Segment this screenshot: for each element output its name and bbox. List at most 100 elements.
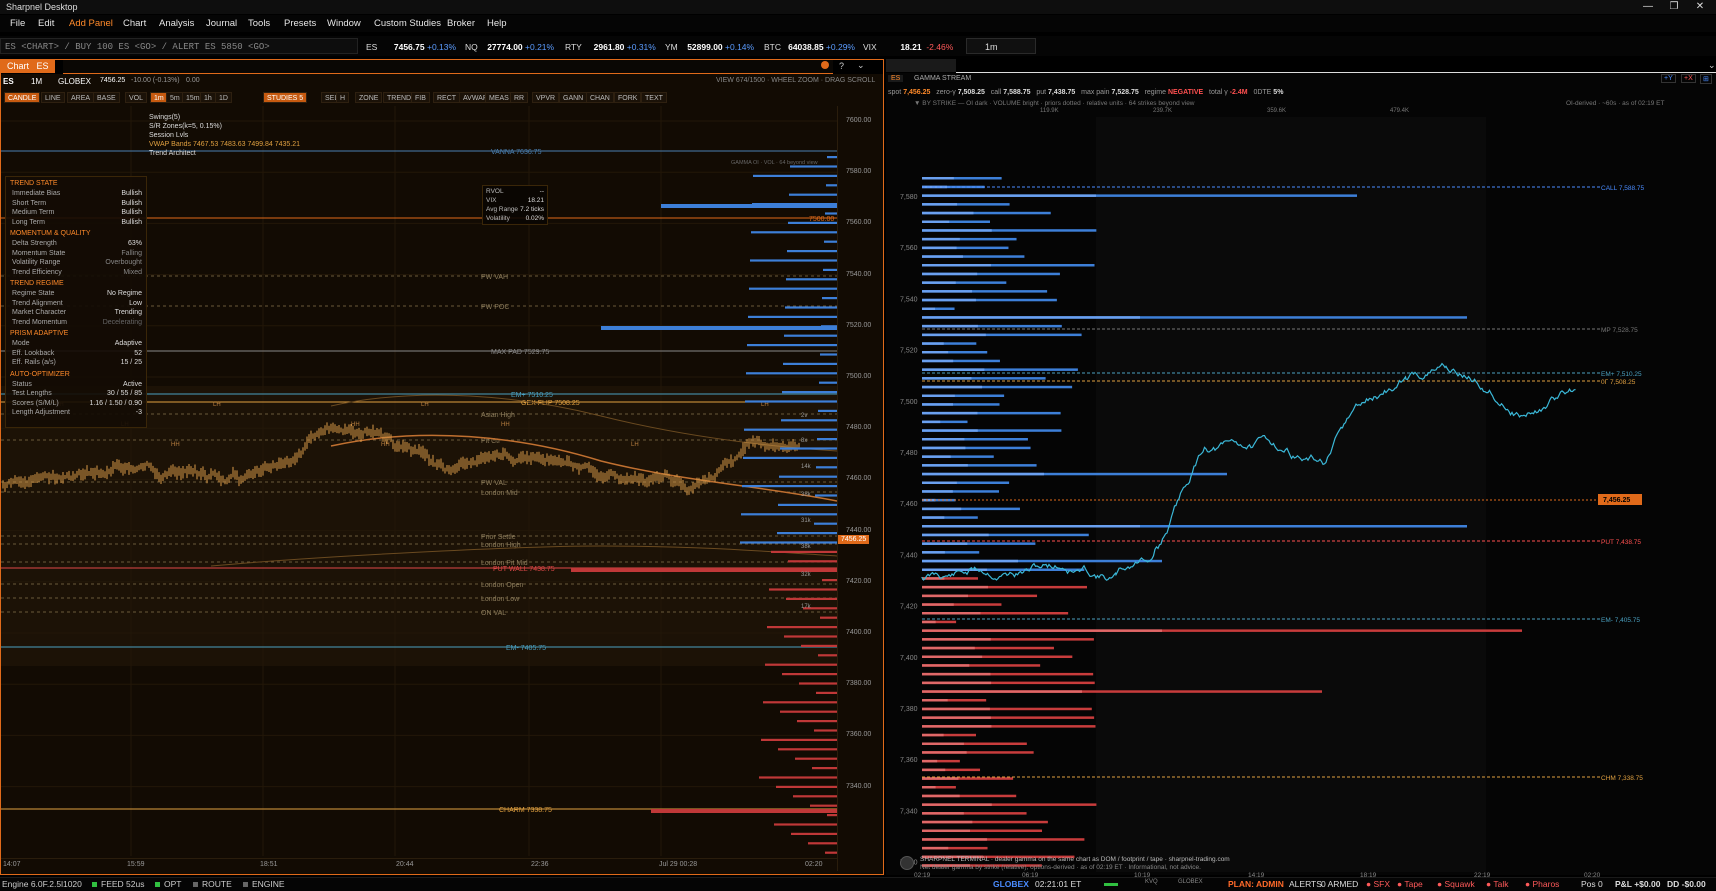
ticker-es[interactable]: ES 7456.75 +0.13%: [366, 42, 457, 52]
menu-window[interactable]: Window: [327, 18, 361, 29]
ticker-rty[interactable]: RTY 2961.80 +0.31%: [565, 42, 656, 52]
chart-x-axis: 14:07 15:59 18:51 20:44 22:36 Jul 29 00:28 02:…: [1, 858, 837, 871]
legend-trend-architect[interactable]: Trend Architect: [149, 150, 196, 157]
tool-chan[interactable]: CHAN: [586, 92, 614, 103]
gamma-profile-bar: [784, 635, 837, 638]
opt-status[interactable]: OPT: [155, 879, 181, 889]
legend-swings[interactable]: Swings(5): [149, 114, 181, 121]
chart-interval[interactable]: 1M: [31, 77, 43, 86]
menu-custom-studies[interactable]: Custom Studies: [374, 18, 442, 29]
gamma-profile-bar: [763, 701, 837, 704]
chart-symbol[interactable]: ES: [3, 77, 14, 86]
menu-analysis[interactable]: Analysis: [159, 18, 195, 29]
gamma-profile-bar: [765, 663, 837, 666]
ticker-vix[interactable]: VIX 18.21 -2.46%: [863, 42, 954, 52]
menu-journal[interactable]: Journal: [206, 18, 238, 29]
gamma-profile-bar: [819, 381, 837, 384]
tool-base[interactable]: BASE: [93, 92, 120, 103]
alerts-label[interactable]: ALERTS: [1289, 879, 1322, 889]
ticker-nq[interactable]: NQ 27774.00 +0.21%: [465, 42, 555, 52]
pharos-toggle[interactable]: ● Pharos: [1525, 879, 1560, 889]
gamma-profile-bar: [810, 804, 837, 807]
feed-status[interactable]: FEED 52us: [92, 879, 144, 889]
tool-line[interactable]: LINE: [41, 92, 65, 103]
ind-key: Short Term: [12, 199, 47, 207]
strike-bar-volume: [922, 768, 946, 772]
tool-vol[interactable]: VOL: [125, 92, 148, 103]
maximize-button[interactable]: ❐: [1669, 1, 1679, 12]
tool-fork[interactable]: FORK: [614, 92, 642, 103]
squawk-toggle[interactable]: ● Squawk: [1437, 879, 1475, 889]
strike-bar-volume: [922, 481, 957, 484]
tab-chart[interactable]: Chart ES: [1, 60, 55, 73]
ind-value: Mixed: [123, 268, 142, 276]
tool-candle[interactable]: CANDLE: [4, 92, 41, 103]
tool-rr[interactable]: RR: [510, 92, 529, 103]
gamma-profile-bar: [816, 466, 837, 469]
tool-meas[interactable]: MEAS: [485, 92, 513, 103]
gamma-symbol[interactable]: ES: [888, 75, 904, 82]
chart-panel: Chart ES ? ⌄ ES 1M GLOBEX 7456.25 -10.00…: [0, 59, 884, 875]
tool-rect[interactable]: RECT: [433, 92, 461, 103]
add-x-button[interactable]: +X: [1681, 74, 1696, 83]
engine-status[interactable]: ENGINE: [243, 879, 285, 889]
gamma-scale-label: 119.9K: [1040, 108, 1059, 114]
layout-icon[interactable]: ⊞: [1700, 74, 1712, 84]
route-status[interactable]: ROUTE: [193, 879, 232, 889]
ind-section-title: AUTO-OPTIMIZER: [10, 370, 70, 378]
menu-tools[interactable]: Tools: [248, 18, 271, 29]
gamma-level-label: CHM 7,338.75: [1601, 775, 1643, 782]
timeframe-input[interactable]: 1m: [966, 38, 1036, 54]
ticker-ym[interactable]: YM 52899.00 +0.14%: [665, 42, 755, 52]
tool-fib[interactable]: FIB: [411, 92, 430, 103]
price-chart[interactable]: VANNA 7636.75 7500.00 PW VAH PW POC MAX PAD …: [1, 106, 837, 856]
menu-file[interactable]: File: [10, 18, 26, 29]
menu-presets[interactable]: Presets: [284, 18, 317, 29]
y-tick-label: 7520.00: [846, 321, 872, 329]
tool-zone[interactable]: ZONE: [355, 92, 383, 103]
tool-text[interactable]: TEXT: [641, 92, 667, 103]
x-tick-label: 15:59: [127, 861, 145, 868]
panel-menu-icon[interactable]: ⌄: [1708, 60, 1716, 70]
legend-vwap-bands[interactable]: VWAP Bands 7467.53 7483.63 7499.84 7435.…: [149, 141, 301, 148]
gamma-profile-bar: [747, 344, 837, 347]
tool-gann[interactable]: GANN: [559, 92, 588, 103]
sfx-toggle[interactable]: ● SFX: [1366, 879, 1391, 889]
level-label: 7500.00: [809, 216, 834, 223]
command-input[interactable]: ES <CHART> / BUY 100 ES <GO> / ALERT ES …: [0, 38, 358, 54]
gamma-chart[interactable]: 7,580 7,560 7,540 7,520 7,500 7,480 7,460 7,440…: [886, 117, 1716, 872]
strike-bar-volume: [922, 664, 970, 667]
gamma-level-label: EM+ 7,510.25: [1601, 371, 1642, 378]
level-label: London Low: [481, 596, 520, 603]
gamma-profile-bar: [788, 221, 837, 224]
menu-edit[interactable]: Edit: [38, 18, 55, 29]
talk-toggle[interactable]: ● Talk: [1486, 879, 1509, 889]
minimize-button[interactable]: —: [1643, 1, 1653, 12]
tool-studies-5[interactable]: STUDIES 5: [263, 92, 308, 103]
menu-chart[interactable]: Chart: [123, 18, 147, 29]
strike-bar: [922, 672, 1094, 676]
ind-value: Bullish: [121, 209, 142, 216]
tool-h[interactable]: H: [336, 92, 350, 103]
menu-add-panel[interactable]: Add Panel: [69, 18, 113, 29]
tool-area[interactable]: AREA: [67, 92, 95, 103]
menu-broker[interactable]: Broker: [447, 18, 475, 29]
close-button[interactable]: ✕: [1695, 1, 1705, 12]
chevron-down-icon[interactable]: ⌄: [857, 60, 865, 70]
tool-1d[interactable]: 1D: [215, 92, 232, 103]
gamma-profile-bar: [803, 607, 837, 610]
strike-bar: [922, 464, 1037, 467]
help-icon[interactable]: ?: [839, 61, 845, 71]
ticker-btc[interactable]: BTC 64038.85 +0.29%: [764, 42, 855, 52]
y-tick-label: 7,340: [900, 808, 918, 815]
tape-toggle[interactable]: ● Tape: [1397, 879, 1423, 889]
legend-sr-zones[interactable]: S/R Zones(k=5, 0.15%): [149, 123, 222, 130]
y-tick-label: 7,500: [900, 399, 918, 406]
gamma-tabbar: ⌄: [886, 59, 1716, 73]
tool-vpvr[interactable]: VPVR: [532, 92, 560, 103]
x-tick-label: 14:19: [1248, 872, 1265, 879]
legend-session-levels[interactable]: Session Lvls: [149, 132, 189, 139]
menu-help[interactable]: Help: [487, 18, 507, 29]
add-y-button[interactable]: +Y: [1661, 74, 1676, 83]
tool-1h[interactable]: 1h: [200, 92, 216, 103]
